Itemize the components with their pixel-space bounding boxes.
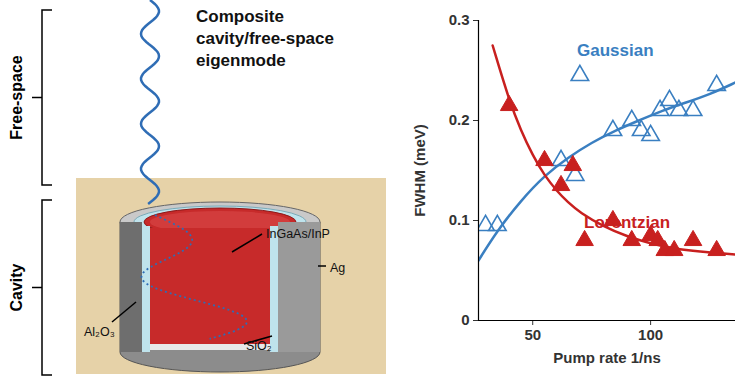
- svg-text:eigenmode: eigenmode: [196, 51, 286, 70]
- svg-text:cavity/free-space: cavity/free-space: [196, 29, 334, 48]
- svg-text:SiO₂: SiO₂: [246, 339, 272, 353]
- svg-text:Cavity: Cavity: [8, 263, 25, 311]
- svg-text:Composite: Composite: [196, 7, 284, 26]
- svg-text:Free-space: Free-space: [8, 55, 25, 140]
- svg-text:InGaAs/InP: InGaAs/InP: [266, 227, 330, 241]
- svg-text:Al₂O₃: Al₂O₃: [84, 325, 115, 339]
- svg-text:0: 0: [461, 311, 469, 328]
- svg-text:100: 100: [638, 326, 663, 343]
- svg-text:0.2: 0.2: [449, 111, 470, 128]
- svg-text:0.3: 0.3: [449, 11, 470, 28]
- svg-text:50: 50: [524, 326, 541, 343]
- svg-text:FWHM (meV): FWHM (meV): [411, 124, 428, 217]
- svg-text:Ag: Ag: [330, 261, 345, 275]
- svg-text:Lorentzian: Lorentzian: [584, 213, 670, 232]
- svg-text:Pump rate 1/ns: Pump rate 1/ns: [553, 349, 661, 366]
- svg-text:Gaussian: Gaussian: [577, 41, 654, 60]
- svg-text:0.1: 0.1: [449, 211, 470, 228]
